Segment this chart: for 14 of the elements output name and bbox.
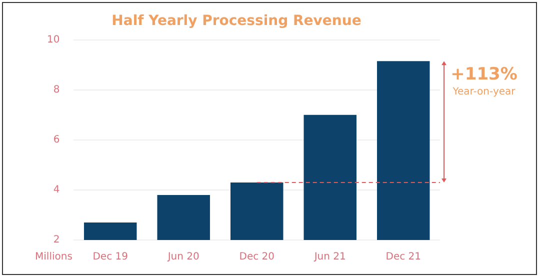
chart-title: Half Yearly Processing Revenue bbox=[112, 13, 362, 30]
y-tick-label: 8 bbox=[53, 84, 60, 96]
y-axis-title: Millions bbox=[35, 252, 72, 263]
x-tick-label: Jun 21 bbox=[313, 252, 346, 263]
y-tick-label: 2 bbox=[53, 234, 60, 246]
x-tick-label: Dec 20 bbox=[239, 252, 274, 263]
y-tick-label: 10 bbox=[46, 34, 60, 46]
x-tick-label: Dec 19 bbox=[92, 252, 128, 263]
text: Year-on-year bbox=[452, 86, 516, 98]
x-tick-label: Jun 20 bbox=[166, 252, 200, 263]
y-tick-label: 6 bbox=[53, 134, 60, 146]
y-tick-label: 4 bbox=[53, 184, 60, 196]
x-tick-label: Dec 21 bbox=[386, 252, 422, 263]
text: +113% bbox=[450, 64, 518, 84]
